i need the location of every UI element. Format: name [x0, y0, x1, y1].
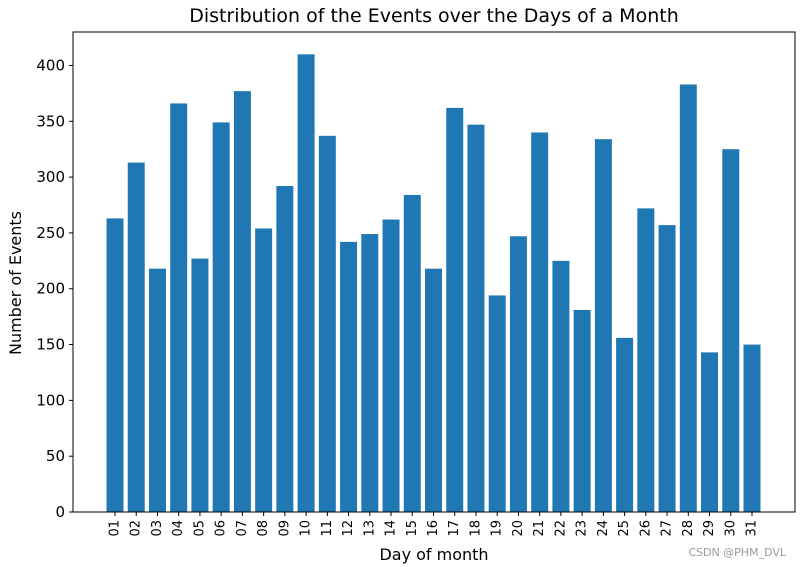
x-tick-label: 04: [171, 520, 186, 537]
bar-day-24: [594, 139, 612, 513]
x-tick-label: 27: [660, 520, 675, 537]
bar-day-21: [531, 132, 549, 512]
x-tick-label: 15: [405, 520, 420, 537]
bar-day-19: [488, 295, 506, 512]
x-tick-label: 09: [277, 520, 292, 537]
x-tick-label: 02: [129, 520, 144, 537]
x-tick-label: 14: [384, 520, 399, 537]
x-tick-label: 28: [681, 520, 696, 537]
bar-day-31: [743, 344, 761, 512]
chart-title: Distribution of the Events over the Days…: [189, 5, 679, 27]
watermark-text: CSDN @PHM_DVL: [688, 546, 787, 559]
y-tick-label: 300: [36, 168, 65, 186]
bar-day-16: [425, 268, 442, 512]
bar-day-08: [255, 228, 273, 512]
x-tick-label: 03: [150, 520, 165, 537]
y-tick-label: 100: [36, 391, 65, 409]
bar-day-09: [276, 186, 294, 512]
x-tick-label: 20: [511, 520, 526, 537]
bar-day-05: [191, 258, 209, 512]
x-tick-label: 16: [426, 520, 441, 537]
bar-day-20: [509, 236, 527, 513]
bar-day-03: [148, 268, 166, 512]
y-tick-label: 250: [36, 224, 65, 242]
x-axis-label: Day of month: [379, 545, 488, 564]
x-tick-label: 05: [192, 520, 207, 537]
x-tick-label: 30: [723, 520, 738, 537]
x-tick-label: 22: [553, 520, 568, 537]
x-tick-label: 18: [468, 520, 483, 537]
y-axis: 0 50 100 150 200 250 300 350 400: [36, 56, 73, 521]
x-tick-label: 07: [235, 520, 250, 537]
x-axis: 01 02 03 04 05 06 07 08 09 10 11 12 13 14 15 16 17 18 19 20…: [108, 512, 760, 537]
bar-day-04: [170, 103, 188, 512]
bar-day-01: [106, 218, 124, 512]
bar-day-23: [573, 309, 591, 512]
bars-group: [106, 54, 761, 513]
y-tick-label: 350: [36, 112, 65, 130]
bar-day-13: [361, 234, 379, 512]
y-tick-label: 50: [46, 447, 65, 465]
bar-day-12: [340, 241, 358, 512]
bar-day-06: [212, 122, 230, 512]
x-tick-label: 10: [299, 520, 314, 537]
y-tick-label: 200: [36, 280, 65, 298]
x-tick-label: 13: [362, 520, 377, 537]
x-tick-label: 25: [617, 520, 632, 537]
bar-day-27: [658, 225, 676, 512]
bar-day-07: [233, 91, 251, 513]
y-tick-label: 400: [36, 56, 65, 74]
bar-day-28: [679, 84, 697, 512]
bar-day-30: [722, 149, 740, 513]
x-tick-label: 31: [745, 520, 760, 537]
x-tick-label: 01: [108, 520, 123, 537]
x-tick-label: 17: [447, 520, 462, 537]
bar-day-17: [446, 107, 464, 512]
y-axis-label: Number of Events: [6, 211, 25, 355]
x-tick-label: 08: [256, 520, 271, 537]
y-tick-label: 0: [55, 503, 65, 521]
x-tick-label: 06: [214, 520, 229, 537]
bar-day-11: [318, 135, 336, 512]
x-tick-label: 11: [320, 520, 335, 537]
x-tick-label: 21: [532, 520, 547, 537]
bar-day-10: [297, 54, 315, 512]
x-tick-label: 29: [702, 520, 717, 537]
x-tick-label: 24: [596, 520, 611, 537]
x-tick-label: 19: [490, 520, 505, 537]
y-tick-label: 150: [36, 336, 65, 354]
bar-day-18: [467, 124, 485, 513]
bar-day-26: [637, 208, 655, 513]
bar-day-22: [552, 260, 570, 512]
bar-day-14: [382, 219, 400, 512]
x-tick-label: 26: [638, 520, 653, 537]
bar-day-15: [403, 194, 421, 512]
bar-day-02: [127, 162, 145, 512]
bar-day-29: [701, 352, 719, 512]
bar-day-25: [616, 337, 634, 512]
x-tick-label: 12: [341, 520, 356, 537]
x-tick-label: 23: [575, 520, 590, 537]
